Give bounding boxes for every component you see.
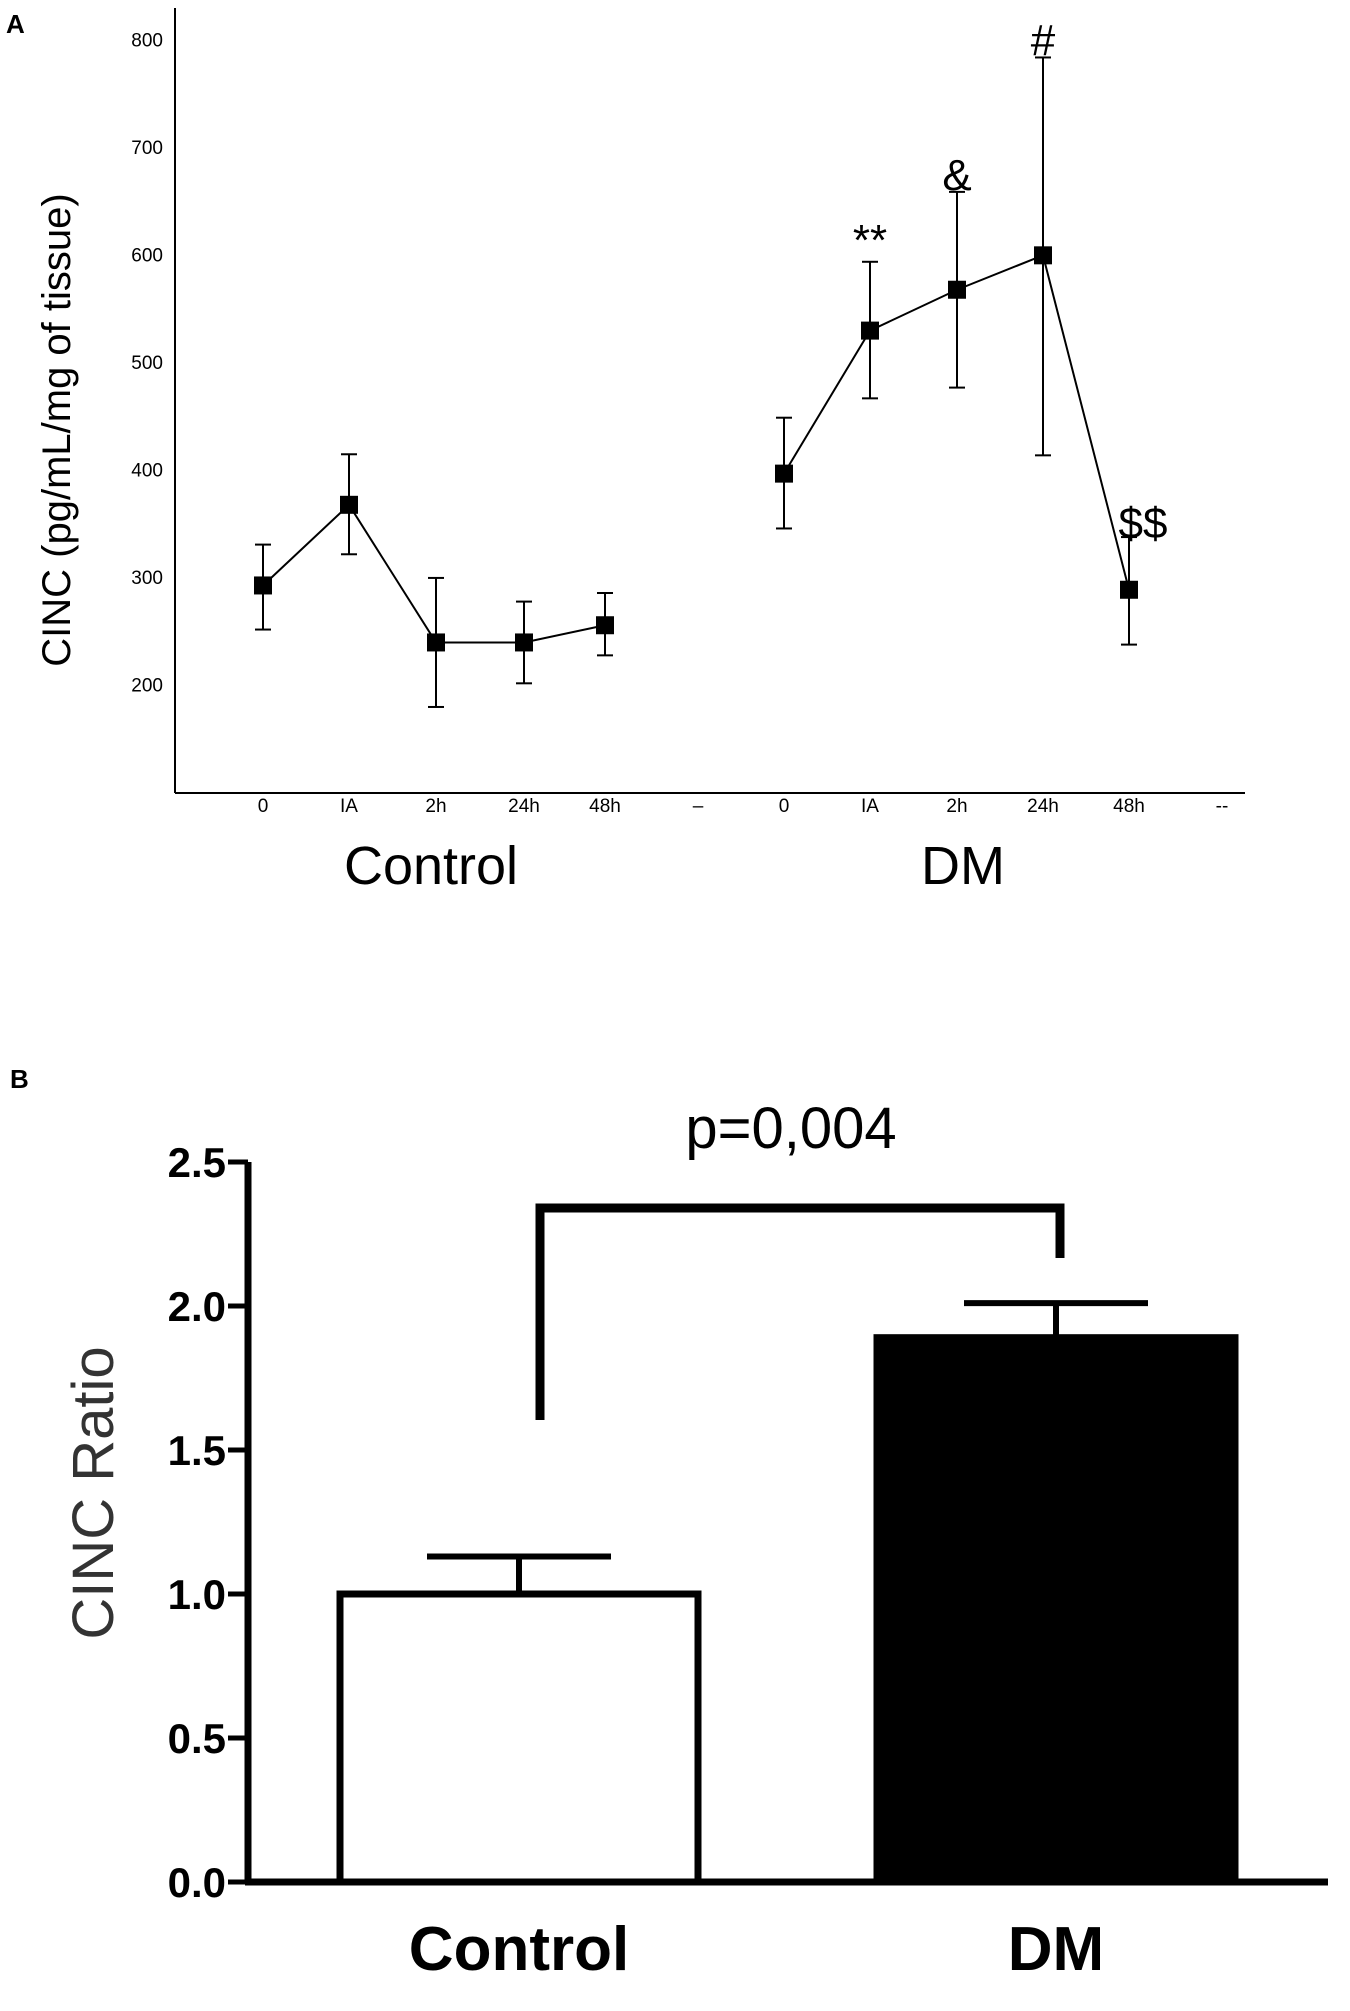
y-tick-label: 500	[131, 353, 163, 374]
group-label: Control	[344, 836, 518, 896]
data-point	[254, 576, 272, 595]
significance-bracket	[535, 1203, 1065, 1420]
significance-marker: $$	[1119, 499, 1168, 548]
y-axis-label: CINC (pg/mL/mg of tissue)	[35, 193, 79, 666]
panel-a-line-chart: 200 300 400 500 600 700 800 0 IA 2h 24h 48h – 0 IA 2h 24…	[35, 8, 1245, 896]
y-tick-label: 1.5	[168, 1427, 226, 1474]
x-tick-label: 0	[779, 796, 790, 817]
x-tick-label: 0	[258, 796, 269, 817]
x-tick-label: 24h	[508, 796, 540, 817]
y-tick-label: 0.0	[168, 1859, 226, 1906]
panel-a-letter: A	[6, 9, 25, 39]
group-label: DM	[921, 836, 1005, 896]
data-point	[775, 464, 793, 483]
significance-marker: **	[853, 216, 887, 265]
x-tick-label: –	[693, 796, 704, 817]
y-tick-label: 0.5	[168, 1715, 226, 1762]
bar-control	[336, 1590, 702, 1886]
x-tick-label: IA	[340, 796, 358, 817]
x-tick-label: 2h	[425, 796, 446, 817]
data-point	[427, 633, 445, 652]
y-tick-label: 2.5	[168, 1139, 226, 1186]
significance-marker: &	[942, 151, 971, 200]
y-axis-label: CINC Ratio	[61, 1346, 126, 1639]
p-value-label: p=0,004	[685, 1096, 896, 1161]
y-tick-label: 800	[131, 30, 163, 51]
series-line-control	[262, 503, 606, 644]
data-point	[515, 633, 533, 652]
data-point	[340, 495, 358, 514]
data-point	[596, 616, 614, 635]
x-tick-label: 48h	[589, 796, 621, 817]
x-tick-label: --	[1216, 796, 1229, 817]
y-tick-label: 200	[131, 675, 163, 696]
y-tick-label: 600	[131, 245, 163, 266]
bar-dm	[873, 1334, 1239, 1886]
x-tick-label: 2h	[946, 796, 967, 817]
y-tick-label: 2.0	[168, 1283, 226, 1330]
y-tick-label: 700	[131, 138, 163, 159]
x-category-label: Control	[409, 1915, 629, 1984]
y-tick-label: 1.0	[168, 1571, 226, 1618]
x-category-label: DM	[1008, 1915, 1104, 1984]
data-point	[861, 321, 879, 340]
x-tick-label: IA	[861, 796, 879, 817]
significance-marker: #	[1031, 16, 1056, 65]
data-point	[1034, 246, 1052, 265]
y-tick-label: 300	[131, 568, 163, 589]
data-point	[1120, 580, 1138, 599]
panel-b-bar-chart: 0.0 0.5 1.0 1.5 2.0 2.5 CINC Ratio Control DM p=0…	[61, 1096, 1328, 1984]
x-tick-label: 24h	[1027, 796, 1059, 817]
panel-b-letter: B	[10, 1064, 29, 1094]
data-point	[948, 280, 966, 299]
y-tick-label: 400	[131, 460, 163, 481]
x-tick-label: 48h	[1113, 796, 1145, 817]
